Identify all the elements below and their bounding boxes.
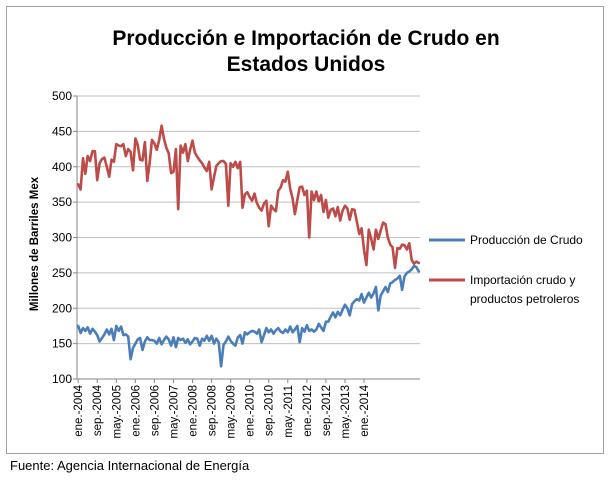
- y-tick-label-300: 300: [52, 231, 72, 245]
- x-tick-label-5: may.-2007: [168, 385, 180, 438]
- x-tick-label-4: sep.-2006: [149, 385, 161, 436]
- series-line-0: [76, 264, 421, 368]
- source-note: Fuente: Agencia Internacional de Energía: [10, 458, 250, 473]
- y-tick-label-200: 200: [52, 301, 72, 315]
- series-line-1: [76, 124, 421, 270]
- y-axis-label: Millones de Barriles Mex: [29, 176, 41, 311]
- legend: Producción de Crudo Importación crudo y …: [429, 233, 583, 306]
- x-tick-label-1: sep.-2004: [92, 384, 104, 436]
- legend-label-importacion-line-2: productos petroleros: [470, 292, 579, 306]
- x-tick-label-0: ene.-2004: [73, 384, 85, 436]
- x-tick-label-7: sep.-2008: [207, 385, 219, 436]
- legend-label-importacion-line-1: Importación crudo y: [470, 273, 575, 287]
- x-tick-label-9: ene.-2010: [245, 385, 257, 437]
- y-tick-label-150: 150: [52, 337, 72, 351]
- y-tick-label-500: 500: [52, 89, 72, 103]
- y-tick-label-350: 350: [52, 195, 72, 209]
- x-tick-label-15: ene.-2014: [359, 384, 371, 436]
- x-tick-label-13: sep.-2012: [321, 385, 333, 436]
- y-tick-label-250: 250: [52, 266, 72, 280]
- legend-label-produccion: Producción de Crudo: [470, 233, 583, 247]
- y-tick-label-450: 450: [52, 124, 72, 138]
- y-tick-labels: 100 150 200 250 300 350 400 450 500: [52, 89, 72, 386]
- x-tick-label-11: may.-2011: [283, 385, 295, 438]
- x-tick-labels: ene.-2004 sep.-2004 may.-2005 ene.-2006 sep.…: [73, 384, 371, 438]
- chart-frame: Producción e Importación de Crudo en Est…: [6, 6, 604, 454]
- x-tick-label-14: may.-2013: [340, 385, 352, 438]
- x-tick-label-3: ene.-2006: [130, 385, 142, 437]
- x-tick-label-10: sep.-2010: [264, 385, 276, 436]
- series-lines: [76, 124, 421, 368]
- gridlines: [77, 95, 420, 345]
- y-tick-label-100: 100: [52, 372, 72, 386]
- chart-svg: Producción e Importación de Crudo en Est…: [29, 27, 583, 438]
- x-tick-label-12: ene.-2012: [302, 385, 314, 437]
- chart-title-line-1: Producción e Importación de Crudo en: [112, 27, 499, 50]
- y-tick-label-400: 400: [52, 160, 72, 174]
- x-tick-label-6: ene.-2008: [188, 385, 200, 437]
- chart-title-line-2: Estados Unidos: [227, 53, 386, 76]
- axes: [73, 95, 420, 383]
- x-tick-label-2: may.-2005: [111, 385, 123, 438]
- legend-label-importacion: Importación crudo y productos petroleros: [470, 273, 579, 306]
- x-tick-label-8: may.-2009: [226, 385, 238, 438]
